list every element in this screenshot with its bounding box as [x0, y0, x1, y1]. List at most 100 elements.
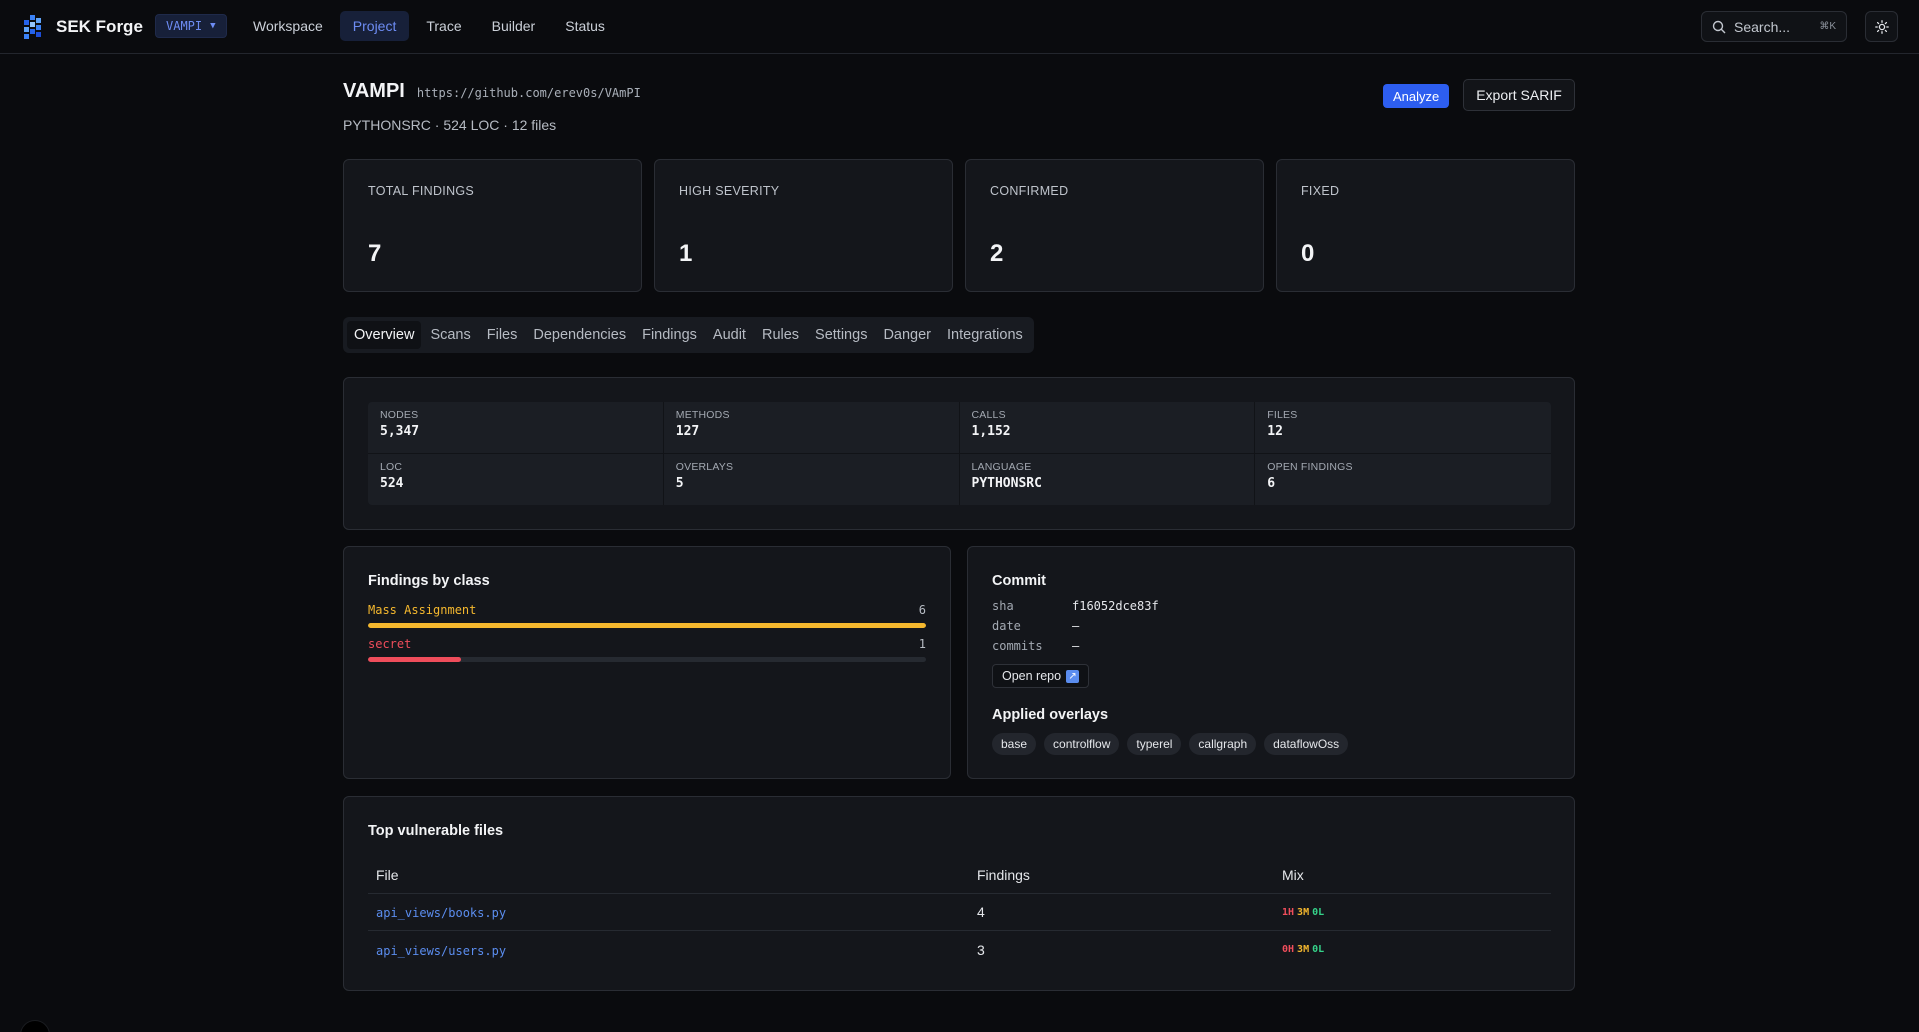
commit-value: — [1072, 619, 1080, 633]
medium-count: 3M [1297, 906, 1310, 918]
metric-value: 5,347 [380, 424, 420, 439]
low-count: 0L [1312, 944, 1325, 955]
search-placeholder: Search... [1734, 18, 1791, 35]
nav-project[interactable]: Project [339, 11, 410, 41]
overlay-chip: typerel [1127, 733, 1182, 755]
class-bar-fill [368, 657, 462, 662]
brand-name: SEK Forge [56, 17, 143, 36]
table-header: File Findings Mix [368, 857, 1551, 894]
metric-label: FILES [1267, 409, 1298, 421]
tab-overview[interactable]: Overview [347, 321, 422, 349]
theme-toggle-button[interactable] [1865, 11, 1898, 42]
metric-language: LANGUAGE PYTHONSRC [960, 453, 1256, 505]
logo-icon [24, 15, 41, 39]
nav-status[interactable]: Status [565, 18, 605, 34]
brand[interactable]: SEK Forge [22, 15, 143, 39]
tab-scans[interactable]: Scans [430, 327, 471, 343]
stat-card-high-severity: HIGH SEVERITY 1 [654, 159, 953, 292]
floating-action-button[interactable] [20, 1020, 50, 1032]
metric-label: OVERLAYS [675, 460, 734, 473]
stat-value: 7 [368, 240, 382, 267]
external-link-icon: ↗ [1066, 669, 1080, 683]
section-title: Findings by class [368, 573, 490, 589]
nav-workspace[interactable]: Workspace [253, 18, 323, 34]
project-meta: PYTHONSRC · 524 LOC · 12 files [343, 117, 557, 133]
stat-label: CONFIRMED [990, 184, 1069, 198]
class-bar-track [368, 657, 926, 662]
main-nav: Workspace Project Trace Builder Status [240, 11, 618, 41]
tab-files[interactable]: Files [486, 327, 518, 343]
file-link[interactable]: api_views/books.py [376, 906, 507, 920]
metric-open-findings: OPEN FINDINGS 6 [1255, 454, 1551, 506]
tab-danger[interactable]: Danger [883, 327, 932, 343]
export-sarif-button[interactable]: Export SARIF [1463, 79, 1575, 111]
class-bar-track [368, 623, 926, 628]
nav-trace[interactable]: Trace [426, 18, 462, 34]
search-input[interactable]: Search... ⌘K [1701, 11, 1847, 42]
tab-dependencies[interactable]: Dependencies [533, 327, 627, 343]
class-name: secret [368, 637, 412, 651]
analyze-button[interactable]: Analyze [1383, 84, 1450, 108]
metric-files: FILES 12 [1255, 402, 1551, 454]
metric-overlays: OVERLAYS 5 [664, 453, 960, 505]
stat-value: 1 [679, 240, 693, 267]
commit-panel: Commit sha f16052dce83f date — commits —… [967, 546, 1575, 779]
stat-label: HIGH SEVERITY [679, 184, 780, 198]
class-row-secret[interactable]: secret 1 [368, 637, 926, 662]
stat-value: 2 [990, 240, 1004, 267]
tab-findings[interactable]: Findings [642, 327, 697, 343]
file-link[interactable]: api_views/users.py [376, 943, 507, 958]
stat-card-fixed: FIXED 0 [1276, 159, 1575, 292]
search-icon [1712, 20, 1726, 33]
commit-sha-row: sha f16052dce83f [992, 599, 1159, 613]
commit-key: sha [992, 599, 1014, 613]
open-repo-label: Open repo [1002, 669, 1062, 683]
stat-card-total-findings: TOTAL FINDINGS 7 [343, 159, 642, 292]
column-header-file: File [376, 867, 399, 883]
tab-settings[interactable]: Settings [815, 327, 868, 343]
metric-value: 5 [675, 475, 684, 491]
overlay-chip: callgraph [1189, 733, 1257, 755]
metric-label: NODES [380, 409, 419, 421]
metric-value: 1,152 [971, 424, 1011, 439]
metric-label: LOC [380, 460, 403, 473]
project-selector[interactable]: VAMPI ▼ [155, 14, 227, 38]
metrics-panel: NODES 5,347 METHODS 127 CALLS 1,152 FILE… [343, 377, 1575, 530]
tab-integrations[interactable]: Integrations [947, 327, 1023, 343]
section-title: Commit [992, 573, 1046, 589]
metric-calls: CALLS 1,152 [959, 402, 1256, 454]
project-selector-value: VAMPI [166, 19, 203, 33]
tab-rules[interactable]: Rules [761, 327, 800, 343]
metric-label: LANGUAGE [971, 460, 1032, 473]
search-shortcut: ⌘K [1819, 21, 1836, 32]
commit-key: date [992, 619, 1021, 633]
commit-key: commits [992, 639, 1043, 653]
severity-mix: 0H 3M 0L [1282, 944, 1551, 955]
metric-label: CALLS [971, 409, 1006, 421]
table-row: api_views/users.py 3 0H 3M 0L [368, 931, 1551, 968]
class-name: Mass Assignment [368, 603, 477, 617]
metric-value: PYTHONSRC [971, 475, 1042, 491]
files-table: File Findings Mix api_views/books.py 4 1… [368, 857, 1551, 968]
stat-label: FIXED [1301, 184, 1340, 198]
commit-commits-row: commits — [992, 639, 1079, 653]
class-row-mass-assignment[interactable]: Mass Assignment 6 [368, 603, 926, 628]
metric-value: 6 [1267, 475, 1276, 491]
metrics-grid: NODES 5,347 METHODS 127 CALLS 1,152 FILE… [368, 402, 1551, 505]
column-header-findings: Findings [977, 867, 1030, 883]
applied-overlays-title: Applied overlays [992, 707, 1109, 723]
nav-builder[interactable]: Builder [491, 18, 536, 34]
metric-value: 12 [1267, 424, 1283, 439]
severity-mix: 1H 3M 0L [1282, 907, 1551, 918]
open-repo-button[interactable]: Open repo ↗ [992, 664, 1090, 688]
findings-by-class-panel: Findings by class Mass Assignment 6 secr… [343, 546, 951, 779]
overlay-chip: base [992, 733, 1037, 755]
tab-audit[interactable]: Audit [712, 327, 746, 343]
metric-value: 127 [675, 424, 700, 439]
medium-count: 3M [1297, 944, 1310, 955]
section-title: Top vulnerable files [368, 823, 504, 839]
commit-value: — [1072, 639, 1080, 653]
top-vulnerable-files-panel: Top vulnerable files File Findings Mix a… [343, 796, 1575, 991]
column-header-mix: Mix [1282, 867, 1304, 883]
metric-methods: METHODS 127 [663, 402, 960, 454]
